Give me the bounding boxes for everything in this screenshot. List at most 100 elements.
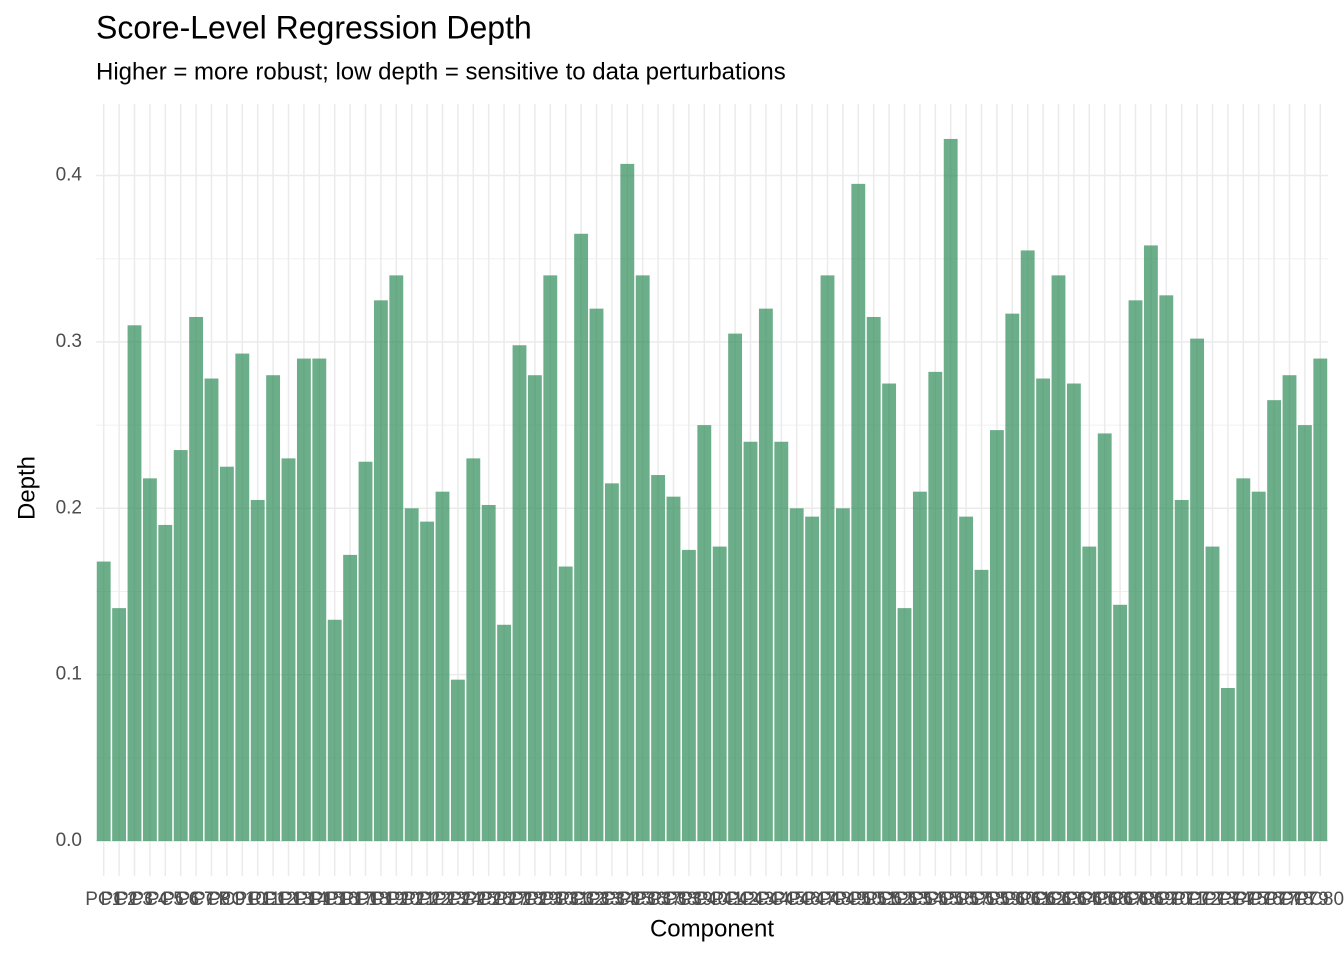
x-tick-label: PC80 [1297,889,1344,910]
x-tick-label: PC56 [927,889,975,910]
x-tick-label: PC79 [1281,889,1329,910]
bar [1297,425,1312,842]
x-tick-label: PC24 [434,889,482,910]
bar [404,508,419,842]
bar [281,458,296,842]
x-tick-label: PC13 [265,889,313,910]
x-tick-label: PC18 [342,889,390,910]
bar [928,371,943,842]
bar [204,378,219,842]
bar [712,546,727,842]
x-tick-label: PC36 [619,889,667,910]
x-tick-label: PC62 [1019,889,1067,910]
x-tick-label: PC27 [480,889,528,910]
bar [142,478,157,842]
bar [1267,400,1282,842]
x-tick-label: PC55 [912,889,960,910]
x-tick-label: PC9 [208,889,245,910]
x-tick-label: PC45 [758,889,806,910]
x-tick-label: PC31 [542,889,590,910]
y-tick-label: 0.3 [56,331,82,352]
bar [1159,295,1174,842]
bar [389,275,404,842]
bar [373,300,388,842]
x-tick-label: PC75 [1220,889,1268,910]
x-tick-label: PC53 [881,889,929,910]
x-tick-label: PC2 [101,889,138,910]
bar [358,461,373,842]
bar [466,458,481,842]
bar [851,183,866,842]
chart-title: Score-Level Regression Depth [96,9,532,45]
bar [543,275,558,842]
bar [1113,604,1128,842]
bar [1020,250,1035,842]
y-tick-label: 0.4 [56,165,83,186]
x-tick-label: PC42 [711,889,759,910]
bar [173,450,188,842]
x-tick-label: PC34 [588,889,636,910]
x-tick-label: PC22 [403,889,451,910]
x-tick-label: PC43 [727,889,775,910]
x-tick-label: PC41 [696,889,744,910]
bar [728,333,743,842]
bar [574,233,589,842]
bar [497,624,512,842]
x-tick-label: PC33 [573,889,621,910]
x-tick-label: PC15 [296,889,344,910]
bar [450,679,465,842]
x-tick-label: PC16 [311,889,359,910]
x-tick-label: PC5 [147,889,184,910]
x-tick-label: PC71 [1158,889,1206,910]
x-tick-label: PC39 [665,889,713,910]
bar [897,608,912,842]
x-tick-label: PC4 [131,889,168,910]
bar [651,475,666,842]
bar [558,566,573,842]
bar [266,375,281,842]
x-tick-label: PC38 [650,889,698,910]
bar [1051,275,1066,842]
bar [1282,375,1297,842]
x-tick-label: PC17 [326,889,374,910]
x-tick-label: PC52 [865,889,913,910]
bar [1251,491,1266,842]
x-tick-label: PC44 [742,889,790,910]
x-tick-label: PC40 [681,889,729,910]
x-tick-label: PC68 [1112,889,1160,910]
x-tick-label: PC50 [835,889,883,910]
x-tick-label: PC51 [850,889,898,910]
x-tick-label: PC60 [989,889,1037,910]
x-tick-label: PC29 [511,889,559,910]
x-tick-label: PC70 [1143,889,1191,910]
x-tick-label: PC74 [1204,889,1252,910]
bar [420,521,435,842]
bar [1174,499,1189,842]
x-tick-label: PC66 [1081,889,1129,910]
bar [882,383,897,842]
bar [296,358,311,842]
bar [866,316,881,842]
x-tick-label: PC35 [604,889,652,910]
x-tick-label: PC10 [219,889,267,910]
x-tick-label: PC11 [235,889,281,910]
y-tick-label: 0.2 [56,497,82,518]
bar [235,353,250,842]
y-tick-label: 0.0 [56,830,82,851]
bar [481,504,496,842]
x-tick-label: PC37 [634,889,682,910]
bar [589,308,604,842]
bar [774,441,789,842]
bar [96,561,111,842]
x-tick-label: PC1 [85,889,122,910]
x-tick-label: PC20 [373,889,421,910]
bar [527,375,542,842]
x-tick-label: PC23 [419,889,467,910]
bar [620,163,635,842]
bar [1036,378,1051,842]
x-tick-label: PC25 [450,889,498,910]
x-tick-label: PC57 [942,889,990,910]
x-tick-label: PC7 [178,889,215,910]
x-tick-label: PC61 [1004,889,1052,910]
